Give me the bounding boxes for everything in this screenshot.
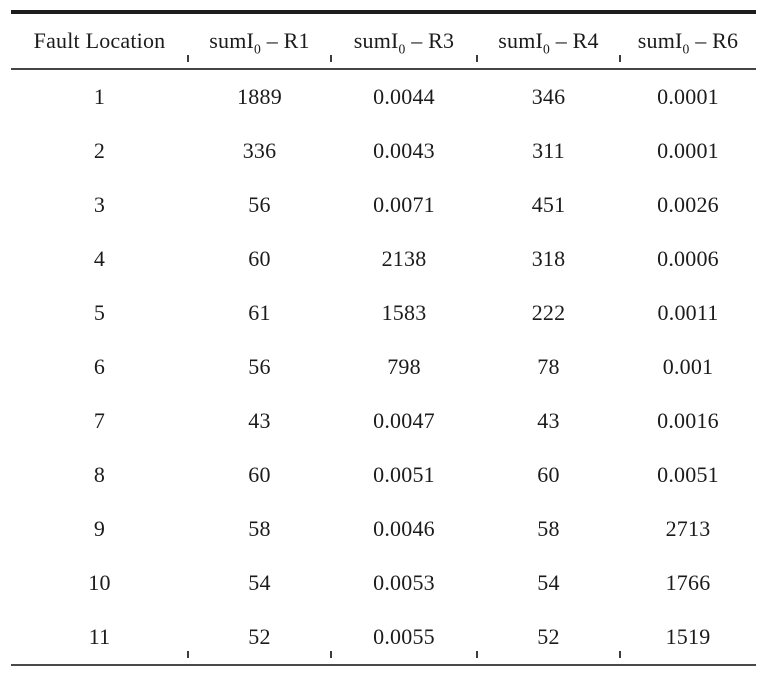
- table-row: 4 60 2138 318 0.0006: [11, 232, 756, 286]
- cell-sumI0-r3: 0.0071: [373, 192, 435, 217]
- column-tick: [187, 651, 189, 658]
- cell-sumI0-r1: 336: [242, 138, 277, 163]
- header-suffix: – R1: [261, 28, 310, 53]
- cell-fault-location: 7: [93, 408, 106, 433]
- data-table-body: 1 1889 0.0044 346 0.0001 2 336 0.0043 31…: [11, 70, 756, 664]
- cell-sumI0-r3: 798: [387, 354, 421, 379]
- cell-sumI0-r3: 0.0051: [373, 462, 435, 487]
- cell-fault-location: 5: [93, 300, 106, 325]
- cell-sumI0-r1: 43: [248, 408, 271, 433]
- cell-sumI0-r3: 0.0046: [373, 516, 435, 541]
- cell-sumI0-r6: 1766: [665, 570, 711, 595]
- table-row: 1 1889 0.0044 346 0.0001: [11, 70, 756, 124]
- header-prefix: sumI: [637, 28, 683, 53]
- cell-sumI0-r1: 61: [248, 300, 271, 325]
- cell-fault-location: 4: [93, 246, 106, 271]
- top-rule: [11, 10, 756, 14]
- cell-fault-location: 3: [93, 192, 106, 217]
- cell-sumI0-r1: 56: [248, 354, 271, 379]
- cell-fault-location: 9: [93, 516, 106, 541]
- cell-sumI0-r1: 60: [248, 462, 271, 487]
- cell-sumI0-r4: 451: [531, 192, 566, 217]
- cell-sumI0-r4: 54: [537, 570, 560, 595]
- cell-sumI0-r6: 0.0001: [657, 138, 719, 163]
- cell-sumI0-r6: 0.0026: [657, 192, 719, 217]
- cell-sumI0-r4: 58: [537, 516, 560, 541]
- cell-sumI0-r3: 0.0055: [373, 624, 435, 649]
- header-prefix: sumI: [498, 28, 544, 53]
- cell-sumI0-r3: 0.0047: [373, 408, 435, 433]
- cell-sumI0-r4: 222: [531, 300, 566, 325]
- cell-fault-location: 10: [88, 570, 111, 595]
- cell-sumI0-r3: 0.0043: [373, 138, 435, 163]
- column-header-sumI0-r6: sumI0 – R6: [620, 14, 756, 68]
- header-prefix: sumI: [209, 28, 255, 53]
- cell-sumI0-r6: 2713: [665, 516, 711, 541]
- cell-sumI0-r3: 2138: [381, 246, 427, 271]
- header-suffix: – R4: [550, 28, 599, 53]
- table-row: 5 61 1583 222 0.0011: [11, 286, 756, 340]
- cell-fault-location: 6: [93, 354, 106, 379]
- cell-sumI0-r6: 0.0001: [657, 84, 719, 109]
- bottom-rule: [11, 664, 756, 666]
- column-header-sumI0-r1: sumI0 – R1: [188, 14, 331, 68]
- table-row: 11 52 0.0055 52 1519: [11, 610, 756, 664]
- table-row: 10 54 0.0053 54 1766: [11, 556, 756, 610]
- header-subscript: 0: [398, 41, 406, 57]
- table-row: 2 336 0.0043 311 0.0001: [11, 124, 756, 178]
- table-row: 7 43 0.0047 43 0.0016: [11, 394, 756, 448]
- cell-sumI0-r6: 0.0011: [657, 300, 719, 325]
- cell-fault-location: 1: [93, 84, 106, 109]
- header-separator-rule: [11, 68, 756, 70]
- cell-fault-location: 11: [88, 624, 111, 649]
- column-tick: [330, 55, 332, 62]
- cell-sumI0-r1: 1889: [237, 84, 282, 109]
- cell-sumI0-r4: 311: [532, 138, 565, 163]
- table-row: 3 56 0.0071 451 0.0026: [11, 178, 756, 232]
- cell-sumI0-r6: 0.0006: [657, 246, 719, 271]
- column-header-sumI0-r4: sumI0 – R4: [477, 14, 620, 68]
- table-row: 6 56 798 78 0.001: [11, 340, 756, 394]
- column-tick: [476, 651, 478, 658]
- column-tick: [619, 55, 621, 62]
- cell-sumI0-r4: 43: [537, 408, 560, 433]
- cell-sumI0-r6: 0.0016: [657, 408, 719, 433]
- cell-sumI0-r1: 58: [248, 516, 271, 541]
- cell-sumI0-r6: 1519: [665, 624, 711, 649]
- column-header-fault-location: Fault Location: [33, 28, 166, 53]
- column-tick: [619, 651, 621, 658]
- cell-sumI0-r6: 0.0051: [657, 462, 719, 487]
- cell-sumI0-r4: 52: [537, 624, 560, 649]
- header-subscript: 0: [254, 41, 262, 57]
- cell-sumI0-r3: 0.0044: [373, 84, 435, 109]
- header-subscript: 0: [543, 41, 551, 57]
- cell-sumI0-r4: 346: [531, 84, 566, 109]
- header-row: Fault Location sumI0 – R1 sumI0 – R3 sum…: [11, 14, 756, 68]
- cell-sumI0-r1: 54: [248, 570, 271, 595]
- header-subscript: 0: [682, 41, 690, 57]
- cell-sumI0-r3: 0.0053: [373, 570, 435, 595]
- table-row: 8 60 0.0051 60 0.0051: [11, 448, 756, 502]
- cell-sumI0-r4: 78: [537, 354, 560, 379]
- header-suffix: – R3: [405, 28, 455, 53]
- table-row: 9 58 0.0046 58 2713: [11, 502, 756, 556]
- cell-sumI0-r3: 1583: [381, 300, 427, 325]
- fault-location-table: Fault Location sumI0 – R1 sumI0 – R3 sum…: [11, 10, 756, 666]
- cell-sumI0-r4: 318: [531, 246, 566, 271]
- column-tick: [187, 55, 189, 62]
- column-header-sumI0-r3: sumI0 – R3: [331, 14, 477, 68]
- cell-sumI0-r6: 0.001: [662, 354, 714, 379]
- column-tick: [476, 55, 478, 62]
- cell-fault-location: 8: [93, 462, 106, 487]
- cell-sumI0-r1: 60: [248, 246, 271, 271]
- cell-sumI0-r1: 52: [248, 624, 271, 649]
- cell-sumI0-r4: 60: [537, 462, 560, 487]
- data-table: Fault Location sumI0 – R1 sumI0 – R3 sum…: [11, 14, 756, 68]
- cell-sumI0-r1: 56: [248, 192, 271, 217]
- cell-fault-location: 2: [93, 138, 106, 163]
- column-tick: [330, 651, 332, 658]
- header-prefix: sumI: [353, 28, 399, 53]
- header-suffix: – R6: [689, 28, 739, 53]
